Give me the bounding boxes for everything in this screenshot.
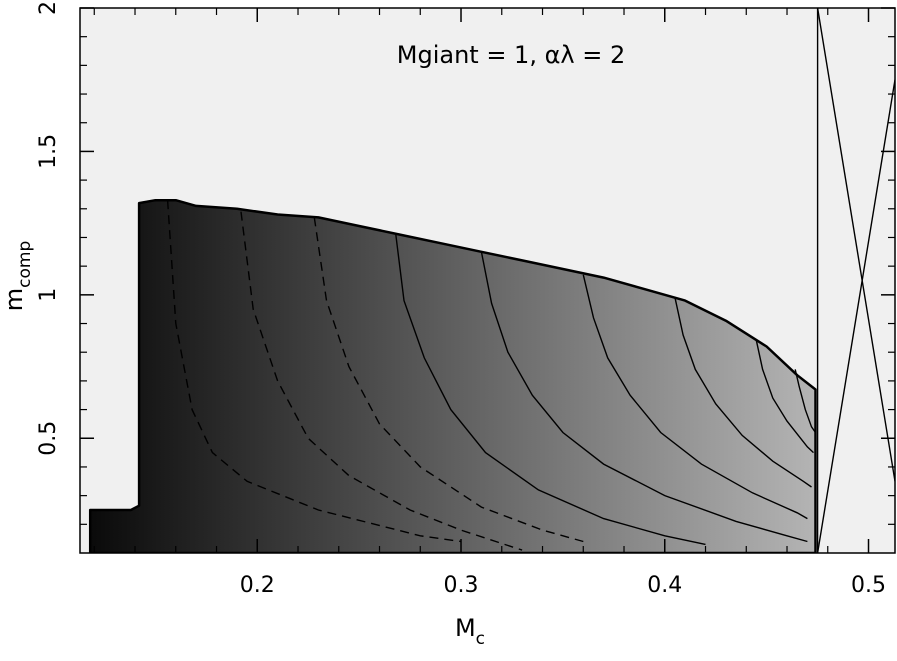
plot-frame — [79, 7, 896, 554]
y-tick-label: 2 — [36, 1, 61, 15]
contour-4 — [395, 234, 706, 546]
contour-7 — [674, 297, 812, 488]
allowed-region — [88, 198, 817, 553]
contour-6 — [582, 274, 808, 520]
boundary-lines — [816, 8, 895, 553]
y-tick-label: 1.5 — [36, 134, 61, 169]
y-axis: 0.5 1 1.5 2 — [36, 1, 895, 525]
contour-5 — [480, 251, 808, 543]
y-axis-title: mcomp — [0, 241, 35, 312]
boundary-line-2 — [816, 8, 895, 482]
x-axis: 0.2 0.3 0.4 0.5 — [93, 8, 886, 598]
x-tick-label: 0.2 — [240, 573, 275, 598]
x-tick-label: 0.4 — [647, 573, 682, 598]
x-axis-title: Mc — [455, 614, 485, 649]
contour-1 — [166, 200, 462, 543]
contour-3 — [313, 217, 584, 543]
contour-8 — [755, 340, 814, 454]
x-tick-label: 0.3 — [444, 573, 479, 598]
contour-2 — [240, 211, 523, 551]
x-tick-label: 0.5 — [851, 573, 886, 598]
boundary-line-3 — [816, 79, 895, 553]
y-tick-label: 0.5 — [36, 421, 61, 456]
contour-9 — [794, 369, 817, 433]
y-tick-label: 1 — [36, 288, 61, 302]
contour-lines — [166, 200, 817, 551]
annotation: Mgiant = 1, αλ = 2 — [397, 41, 626, 69]
